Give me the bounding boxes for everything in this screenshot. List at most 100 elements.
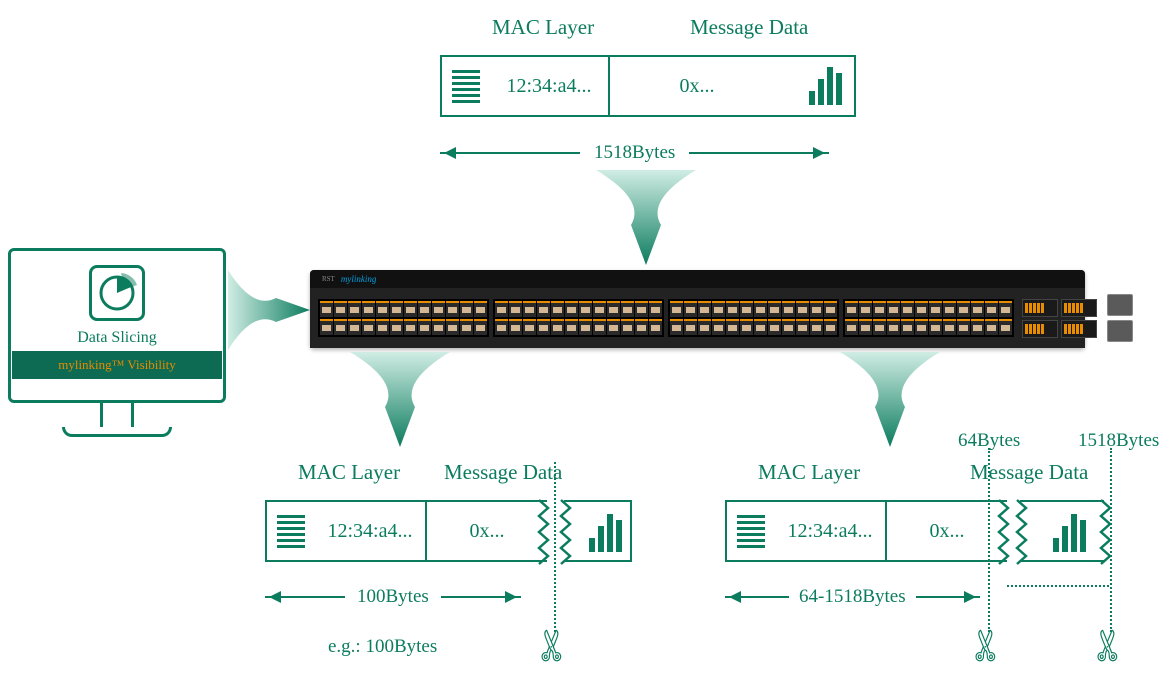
monitor: Data Slicing mylinking™ Visibility (8, 248, 226, 437)
sfp-port (859, 319, 872, 335)
sfp-port (929, 319, 942, 335)
sfp-port (796, 319, 809, 335)
top-size-label: 1518Bytes (594, 142, 675, 164)
sfp-port (887, 319, 900, 335)
sfp-port (782, 301, 795, 317)
sfp-port (796, 301, 809, 317)
qsfp-port (1022, 320, 1058, 338)
br-size-label: 64-1518Bytes (799, 586, 906, 608)
sfp-port (362, 319, 375, 335)
sfp-port (957, 301, 970, 317)
sfp-port (404, 301, 417, 317)
sfp-port (418, 301, 431, 317)
sfp-port (495, 319, 508, 335)
cut-line (554, 462, 556, 632)
sfp-port (565, 301, 578, 317)
sfp-port (698, 319, 711, 335)
sfp-port (768, 319, 781, 335)
flow-arrow-down-icon (596, 170, 696, 270)
qsfp-port (1022, 299, 1058, 317)
sfp-port (474, 319, 487, 335)
sfp-port (670, 301, 683, 317)
sfp-port (845, 301, 858, 317)
sfp-port (810, 301, 823, 317)
sfp-port (698, 301, 711, 317)
sfp-port (740, 319, 753, 335)
sfp-port (390, 301, 403, 317)
sfp-port (362, 301, 375, 317)
monitor-band: mylinking™ Visibility (12, 351, 222, 379)
top-data-label: Message Data (690, 15, 808, 40)
mgmt-port (1107, 320, 1133, 342)
sfp-port (929, 301, 942, 317)
sfp-port (915, 319, 928, 335)
flow-arrow-down-right-icon (840, 352, 940, 452)
sfp-port (607, 301, 620, 317)
sfp-port (551, 301, 564, 317)
sfp-port (712, 301, 725, 317)
sfp-port (754, 319, 767, 335)
sfp-port (537, 319, 550, 335)
monitor-stand (100, 403, 134, 427)
sfp-port (404, 319, 417, 335)
switch-top-bar: RST mylinking (310, 270, 1085, 288)
sfp-port (635, 301, 648, 317)
sfp-port (432, 319, 445, 335)
monitor-base (62, 427, 172, 437)
sfp-port (649, 301, 662, 317)
sfp-port (901, 301, 914, 317)
network-switch: RST mylinking (310, 270, 1085, 348)
torn-edge-icon (536, 498, 554, 566)
cut-line-1518 (1110, 448, 1112, 632)
top-packet-box: 12:34:a4... 0x... (440, 55, 856, 117)
sfp-port (565, 319, 578, 335)
br-mac-value: 12:34:a4... (775, 502, 887, 560)
sfp-port (943, 301, 956, 317)
sfp-port (740, 301, 753, 317)
port-group (493, 299, 664, 337)
br-data-text: 0x... (930, 520, 965, 543)
flow-arrow-down-left-icon (350, 352, 450, 452)
monitor-title: Data Slicing (77, 329, 157, 347)
scissors-icon: ✄ (1089, 629, 1129, 663)
scissors-icon: ✄ (967, 629, 1007, 663)
sfp-port (523, 301, 536, 317)
sfp-port (915, 301, 928, 317)
mgmt-port (1107, 294, 1133, 316)
pie-chart-icon (89, 265, 145, 321)
sfp-port (460, 319, 473, 335)
sfp-port (621, 301, 634, 317)
port-group (843, 299, 1014, 337)
sfp-port (495, 301, 508, 317)
sfp-port (971, 301, 984, 317)
sfp-port (810, 319, 823, 335)
qsfp-port (1061, 299, 1097, 317)
bars-icon (809, 67, 842, 105)
bars-icon (589, 514, 622, 552)
sfp-port (670, 319, 683, 335)
sfp-port (390, 319, 403, 335)
top-mac-value: 12:34:a4... (490, 57, 610, 115)
br-mac-label: MAC Layer (758, 460, 860, 485)
sfp-port (943, 319, 956, 335)
sfp-port (593, 301, 606, 317)
monitor-screen: Data Slicing mylinking™ Visibility (8, 248, 226, 403)
sfp-port (957, 319, 970, 335)
sfp-port (607, 319, 620, 335)
sfp-port (348, 319, 361, 335)
header-lines-icon (442, 57, 490, 115)
qsfp-port (1061, 320, 1097, 338)
sfp-port (873, 301, 886, 317)
sfp-port (432, 301, 445, 317)
sfp-port (859, 301, 872, 317)
sfp-port (460, 301, 473, 317)
sfp-port (593, 319, 606, 335)
top-mac-label: MAC Layer (492, 15, 594, 40)
sfp-port (845, 319, 858, 335)
torn-edge-icon (996, 498, 1014, 566)
switch-brand: mylinking (341, 274, 377, 284)
bl-data-value: 0x... (427, 502, 547, 560)
scissors-icon: ✄ (533, 629, 573, 663)
sfp-port (446, 319, 459, 335)
sfp-port (887, 301, 900, 317)
